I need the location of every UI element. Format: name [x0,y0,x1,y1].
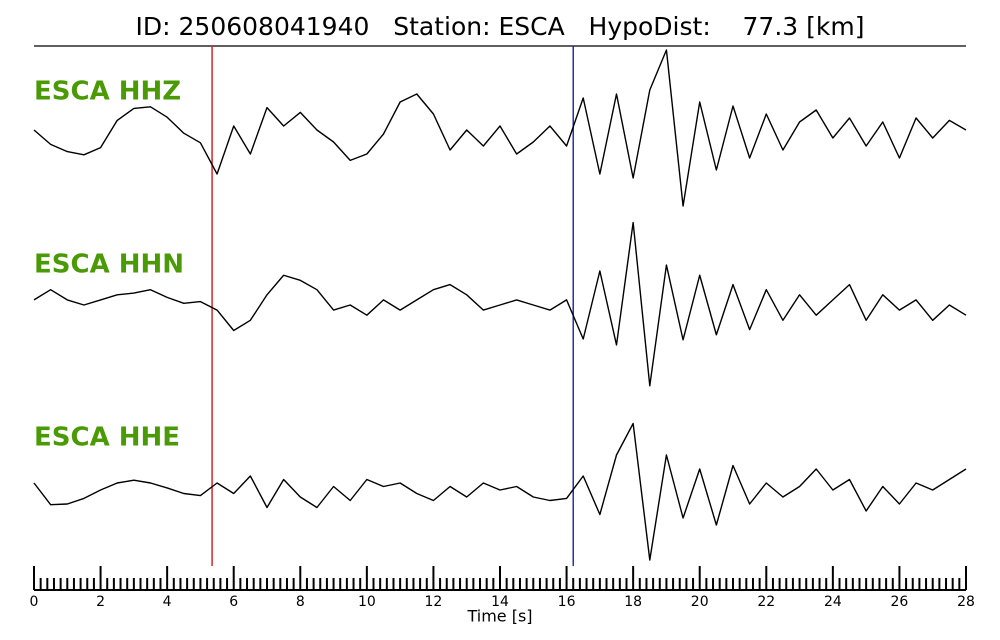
trace-label: ESCA HHN [34,250,184,280]
waveform [33,422,967,561]
x-tick-label: 4 [163,594,172,610]
x-axis-label: Time [s] [466,607,532,626]
trace-label: ESCA HHE [34,423,180,453]
waveform [33,49,967,207]
x-tick-label: 6 [229,594,238,610]
x-tick-label: 14 [491,594,509,610]
x-tick-label: 28 [957,594,975,610]
x-tick-label: 26 [891,594,909,610]
x-tick-label: 2 [96,594,105,610]
x-tick-label: 22 [757,594,775,610]
x-tick-label: 20 [691,594,709,610]
trace-label: ESCA HHZ [34,77,181,107]
x-tick-label: 0 [30,594,39,610]
x-tick-label: 10 [358,594,376,610]
x-tick-label: 8 [296,594,305,610]
chart-title: ID: 250608041940 Station: ESCA HypoDist:… [136,12,865,41]
x-tick-label: 16 [558,594,576,610]
x-tick-label: 24 [824,594,842,610]
x-tick-label: 18 [624,594,642,610]
waveform [33,221,967,387]
x-tick-label: 12 [425,594,443,610]
